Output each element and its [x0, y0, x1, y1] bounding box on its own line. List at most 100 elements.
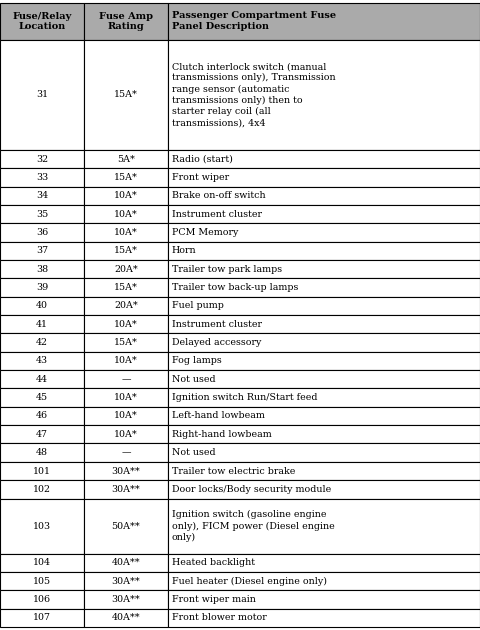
Text: Fog lamps: Fog lamps — [172, 357, 222, 365]
Text: 20A*: 20A* — [114, 301, 138, 311]
Text: 41: 41 — [36, 319, 48, 329]
Bar — [168, 498, 480, 554]
Bar — [84, 223, 168, 241]
Bar — [84, 186, 168, 205]
Text: Front blower motor: Front blower motor — [172, 614, 267, 622]
Text: 46: 46 — [36, 411, 48, 420]
Bar — [168, 480, 480, 498]
Bar — [0, 186, 84, 205]
Bar — [84, 40, 168, 150]
Text: 50A**: 50A** — [112, 522, 140, 530]
Text: 105: 105 — [33, 576, 51, 586]
Text: 15A*: 15A* — [114, 90, 138, 100]
Bar — [168, 297, 480, 315]
Bar — [84, 168, 168, 186]
Bar — [0, 315, 84, 333]
Bar — [0, 370, 84, 389]
Text: Not used: Not used — [172, 448, 216, 457]
Bar — [168, 590, 480, 609]
Text: 30A**: 30A** — [112, 466, 140, 476]
Text: Door locks/Body security module: Door locks/Body security module — [172, 485, 331, 494]
Bar — [0, 3, 84, 40]
Bar — [168, 3, 480, 40]
Text: 30A**: 30A** — [112, 595, 140, 604]
Bar — [0, 444, 84, 462]
Text: Left-hand lowbeam: Left-hand lowbeam — [172, 411, 265, 420]
Bar — [84, 333, 168, 352]
Bar — [84, 572, 168, 590]
Text: Delayed accessory: Delayed accessory — [172, 338, 262, 347]
Bar — [168, 150, 480, 168]
Text: 10A*: 10A* — [114, 393, 138, 402]
Bar — [0, 609, 84, 627]
Bar — [84, 462, 168, 480]
Text: 48: 48 — [36, 448, 48, 457]
Text: Ignition switch Run/Start feed: Ignition switch Run/Start feed — [172, 393, 317, 402]
Bar — [0, 590, 84, 609]
Text: Horn: Horn — [172, 246, 197, 255]
Bar — [0, 168, 84, 186]
Text: 44: 44 — [36, 375, 48, 384]
Bar — [84, 297, 168, 315]
Text: Fuse/Relay
Location: Fuse/Relay Location — [12, 11, 72, 31]
Bar — [168, 370, 480, 389]
Text: 104: 104 — [33, 558, 51, 567]
Bar — [0, 425, 84, 444]
Text: —: — — [121, 448, 131, 457]
Text: 101: 101 — [33, 466, 51, 476]
Text: 20A*: 20A* — [114, 265, 138, 273]
Text: Not used: Not used — [172, 375, 216, 384]
Bar — [168, 40, 480, 150]
Text: Instrument cluster: Instrument cluster — [172, 210, 262, 219]
Bar — [0, 241, 84, 260]
Bar — [168, 554, 480, 572]
Bar — [168, 352, 480, 370]
Bar — [0, 572, 84, 590]
Text: 43: 43 — [36, 357, 48, 365]
Bar — [0, 150, 84, 168]
Text: 10A*: 10A* — [114, 411, 138, 420]
Bar — [84, 498, 168, 554]
Bar — [0, 352, 84, 370]
Bar — [0, 333, 84, 352]
Text: 40A**: 40A** — [112, 614, 140, 622]
Bar — [0, 223, 84, 241]
Text: 15A*: 15A* — [114, 173, 138, 182]
Bar — [84, 425, 168, 444]
Text: Front wiper main: Front wiper main — [172, 595, 256, 604]
Bar — [168, 462, 480, 480]
Text: 45: 45 — [36, 393, 48, 402]
Bar — [0, 480, 84, 498]
Text: 10A*: 10A* — [114, 430, 138, 438]
Text: Right-hand lowbeam: Right-hand lowbeam — [172, 430, 272, 438]
Bar — [84, 352, 168, 370]
Bar — [84, 609, 168, 627]
Text: Heated backlight: Heated backlight — [172, 558, 255, 567]
Text: Trailer tow park lamps: Trailer tow park lamps — [172, 265, 282, 273]
Text: PCM Memory: PCM Memory — [172, 228, 239, 237]
Text: 33: 33 — [36, 173, 48, 182]
Text: 37: 37 — [36, 246, 48, 255]
Text: 42: 42 — [36, 338, 48, 347]
Text: 10A*: 10A* — [114, 210, 138, 219]
Text: 40A**: 40A** — [112, 558, 140, 567]
Bar — [0, 260, 84, 278]
Text: 40: 40 — [36, 301, 48, 311]
Bar — [0, 297, 84, 315]
Text: Instrument cluster: Instrument cluster — [172, 319, 262, 329]
Text: 30A**: 30A** — [112, 485, 140, 494]
Text: 102: 102 — [33, 485, 51, 494]
Text: Clutch interlock switch (manual
transmissions only), Transmission
range sensor (: Clutch interlock switch (manual transmis… — [172, 62, 336, 127]
Bar — [168, 572, 480, 590]
Text: 15A*: 15A* — [114, 283, 138, 292]
Text: Fuse Amp
Rating: Fuse Amp Rating — [99, 11, 153, 31]
Bar — [84, 480, 168, 498]
Bar — [84, 590, 168, 609]
Text: Brake on-off switch: Brake on-off switch — [172, 192, 265, 200]
Bar — [168, 315, 480, 333]
Bar — [84, 370, 168, 389]
Bar — [84, 407, 168, 425]
Bar — [0, 498, 84, 554]
Bar — [0, 278, 84, 297]
Text: Ignition switch (gasoline engine
only), FICM power (Diesel engine
only): Ignition switch (gasoline engine only), … — [172, 510, 335, 542]
